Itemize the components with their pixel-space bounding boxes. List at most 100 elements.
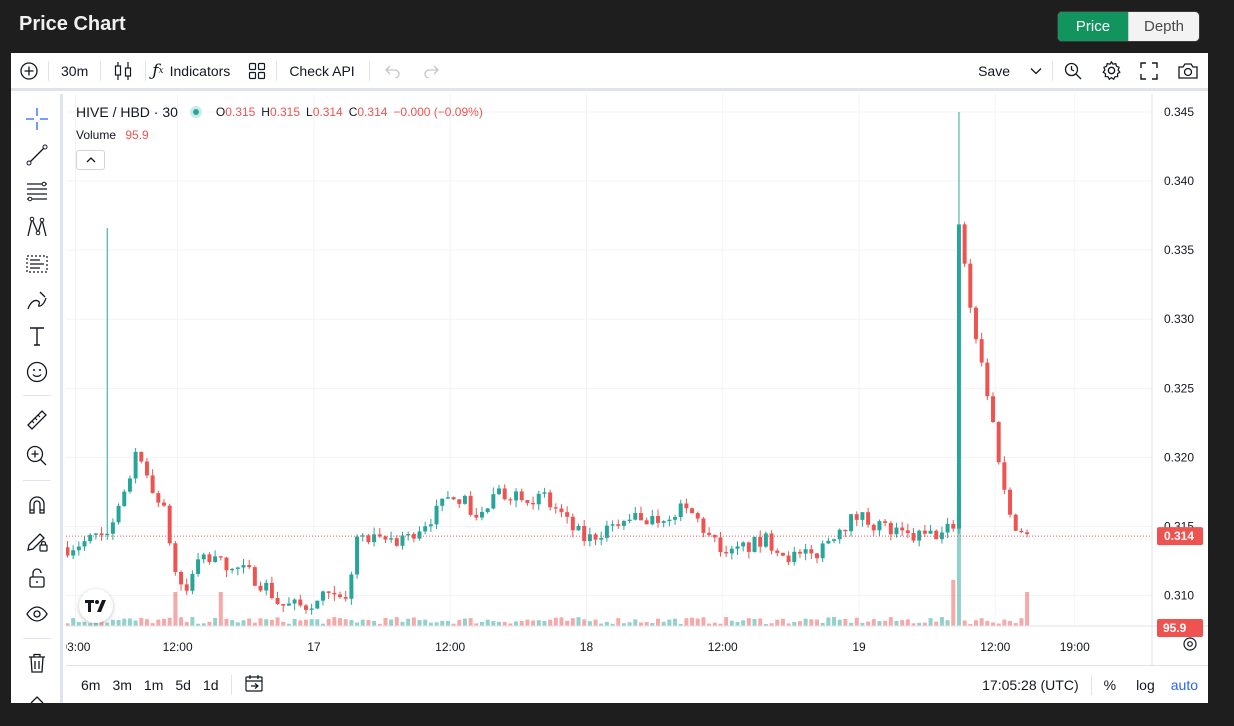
high-value: 0.315 [269,105,300,119]
toolbar-divider [23,480,51,481]
volume-bar [485,619,490,626]
volume-bar [797,621,802,626]
candle-body [593,534,598,540]
lock-tool[interactable] [24,565,50,591]
volume-bar [769,623,774,626]
candle-body [286,603,291,606]
range-6m[interactable]: 6m [81,676,101,693]
price-chart[interactable]: 0.345 0.340 0.335 0.330 0.325 0.320 0.315 0.310… [66,94,1208,665]
candle-body [179,571,184,585]
text-tool[interactable] [24,323,50,349]
volume-bar [252,622,257,626]
candle-body [326,591,331,593]
undo-button[interactable] [370,53,412,88]
save-button[interactable]: Save [972,53,1016,88]
candle-body [695,513,700,519]
zoom-tool[interactable] [24,443,50,469]
chart-type-button[interactable] [101,53,145,88]
log-scale-button[interactable]: log [1136,676,1155,693]
candle-body [548,492,553,508]
candle-body [99,533,104,536]
pattern-tool[interactable] [24,214,50,240]
volume-bar [400,621,405,626]
volume-bar [968,623,973,626]
symbol-label[interactable]: HIVE / HBD · 30 [76,104,178,120]
toolbar-divider [23,395,51,396]
x-tick-label: 12:00 [980,640,1010,654]
volume-bar [349,620,354,626]
volume-bar [644,622,649,626]
trend-line-tool[interactable] [24,142,50,168]
candle-body [718,537,723,553]
volume-bar [110,619,115,626]
volume-bar [695,618,700,626]
check-api-button[interactable]: Check API [289,62,355,79]
add-symbol-button[interactable] [11,53,48,88]
fib-tool[interactable] [24,178,50,204]
volume-bar [712,622,717,626]
projection-tool[interactable] [24,251,50,277]
interval-button[interactable]: 30m [61,62,89,79]
zoom-in-icon [26,445,47,466]
magnet-tool[interactable] [24,492,50,518]
axis-settings-icon[interactable] [1183,637,1197,651]
save-menu-button[interactable] [1016,53,1052,88]
candle-body [144,461,149,476]
candle-body [780,552,785,556]
percent-scale-button[interactable]: % [1103,676,1117,693]
candle-body [224,557,229,571]
price-tab[interactable]: Price [1058,12,1128,41]
candle-body [928,530,933,534]
depth-tab[interactable]: Depth [1128,12,1199,41]
volume-bar [491,621,496,626]
x-tick-label: 12:00 [163,640,193,654]
goto-date-button[interactable] [238,673,270,696]
clock[interactable]: 17:05:28 (UTC) [982,676,1079,693]
gear-icon [1101,60,1122,81]
more-tools[interactable] [24,687,50,713]
volume-bar [309,619,314,626]
candle-body [763,533,768,547]
fullscreen-button[interactable] [1131,53,1167,88]
emoji-tool[interactable] [24,359,50,385]
range-5d[interactable]: 5d [175,676,191,693]
crosshair-tool[interactable] [24,106,50,132]
range-1m[interactable]: 1m [143,676,164,693]
market-status-dot[interactable] [189,106,202,118]
measure-tool[interactable] [24,407,50,433]
visibility-tool[interactable] [24,601,50,627]
settings-button[interactable] [1092,53,1131,88]
candle-body [343,597,348,599]
candle-body [468,495,473,515]
layouts-button[interactable] [238,53,276,88]
pencil-lock-icon [27,533,48,552]
brush-tool[interactable] [24,287,50,313]
quick-search-button[interactable] [1053,53,1092,88]
candle-body [559,508,564,513]
toolbar-divider [1052,60,1053,81]
volume-value-label: 95.9 [1163,621,1187,635]
volume-bar [922,622,927,626]
candle-body [264,582,269,591]
drawing-mode-tool[interactable] [24,528,50,554]
range-3m[interactable]: 3m [112,676,132,693]
range-1d[interactable]: 1d [202,676,219,693]
candle-body [321,591,325,601]
volume-bar [860,622,865,626]
auto-scale-button[interactable]: auto [1170,676,1198,693]
collapse-legend-button[interactable] [76,150,105,170]
volume-bar [332,617,337,626]
candles-icon [113,60,133,82]
candle-body [110,522,115,534]
volume-bar [218,592,223,626]
remove-drawings-tool[interactable] [24,650,50,676]
candle-body [968,263,973,308]
volume-bar [991,622,995,626]
tradingview-logo[interactable] [79,589,113,623]
volume-bar [973,620,978,626]
redo-button[interactable] [412,53,450,88]
high-key: H [261,105,270,119]
screenshot-button[interactable] [1167,53,1208,88]
volume-bar [951,580,956,626]
